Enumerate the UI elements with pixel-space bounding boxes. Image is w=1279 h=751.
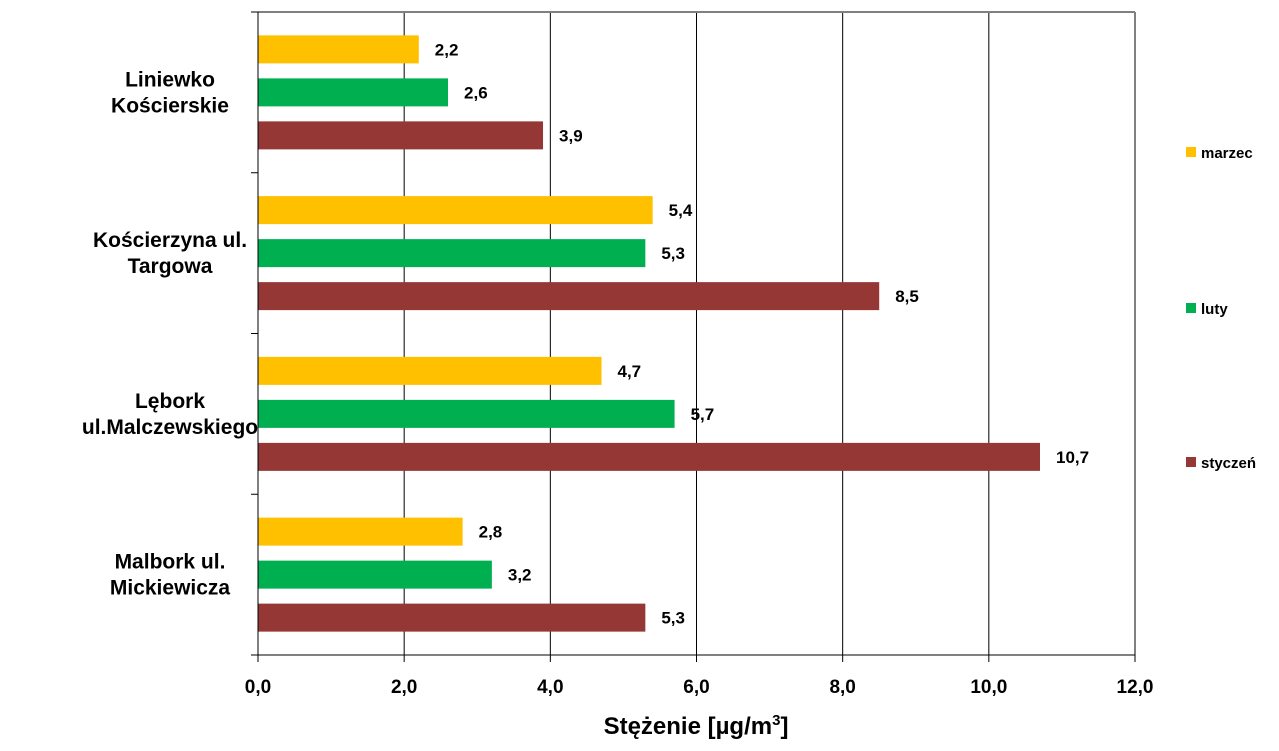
data-label: 10,7 <box>1056 448 1089 467</box>
x-tick-label: 0,0 <box>245 677 271 698</box>
bar-luty <box>258 239 646 268</box>
legend-swatch-styczeń <box>1186 457 1196 467</box>
x-tick-label: 12,0 <box>1117 677 1154 698</box>
data-label: 3,2 <box>508 566 532 585</box>
bars <box>258 35 1040 632</box>
x-tick-label: 2,0 <box>391 677 417 698</box>
data-label: 5,7 <box>691 405 715 424</box>
bar-luty <box>258 399 675 428</box>
legend-swatch-marzec <box>1186 147 1196 157</box>
data-label: 5,3 <box>661 244 685 263</box>
bar-luty <box>258 78 449 107</box>
bar-marzec <box>258 35 419 64</box>
x-tick-labels: 0,0 2,0 4,0 6,0 8,0 10,0 12,0 <box>245 677 1154 698</box>
category-labels: Liniewko Kościerskie Kościerzyna ul. Targow… <box>82 68 258 599</box>
data-label: 4,7 <box>617 362 641 381</box>
legend: marzec luty styczeń <box>1186 145 1256 472</box>
bar-styczeń <box>258 121 544 150</box>
legend-label: luty <box>1201 301 1228 318</box>
legend-swatch-luty <box>1186 303 1196 313</box>
bar-styczeń <box>258 282 880 311</box>
bar-marzec <box>258 356 602 385</box>
bar-styczeń <box>258 603 646 632</box>
data-label: 5,3 <box>661 609 685 628</box>
category-label: Kościerzyna ul. <box>93 229 247 252</box>
data-labels: 2,2 2,6 3,9 5,4 5,3 8,5 4,7 5,7 10,7 2,8 3,2 5,3 <box>435 40 1089 627</box>
bar-luty <box>258 560 492 589</box>
x-tick-label: 8,0 <box>829 677 855 698</box>
gridlines <box>403 12 1136 655</box>
data-label: 2,2 <box>435 40 459 59</box>
legend-label: marzec <box>1201 145 1253 162</box>
bar-marzec <box>258 196 653 225</box>
plot-frame <box>251 11 1136 662</box>
data-label: 2,8 <box>479 523 503 542</box>
category-label: Liniewko <box>125 68 215 91</box>
category-label: Malbork ul. <box>115 551 226 574</box>
legend-label: styczeń <box>1201 455 1256 472</box>
category-label: Targowa <box>128 255 213 278</box>
data-label: 8,5 <box>895 287 919 306</box>
category-label: Kościerskie <box>111 94 229 117</box>
x-tick-label: 4,0 <box>537 677 563 698</box>
x-axis-title: Stężenie [µg/m3] <box>603 712 789 740</box>
data-label: 2,6 <box>464 83 488 102</box>
data-label: 5,4 <box>669 201 693 220</box>
category-label: Mickiewicza <box>110 577 231 600</box>
bar-styczeń <box>258 442 1040 471</box>
category-label: ul.Malczewskiego <box>82 416 258 439</box>
bar-marzec <box>258 517 463 546</box>
category-label: Lębork <box>135 390 205 413</box>
x-tick-label: 6,0 <box>683 677 709 698</box>
x-tick-label: 10,0 <box>970 677 1007 698</box>
data-label: 3,9 <box>559 126 583 145</box>
